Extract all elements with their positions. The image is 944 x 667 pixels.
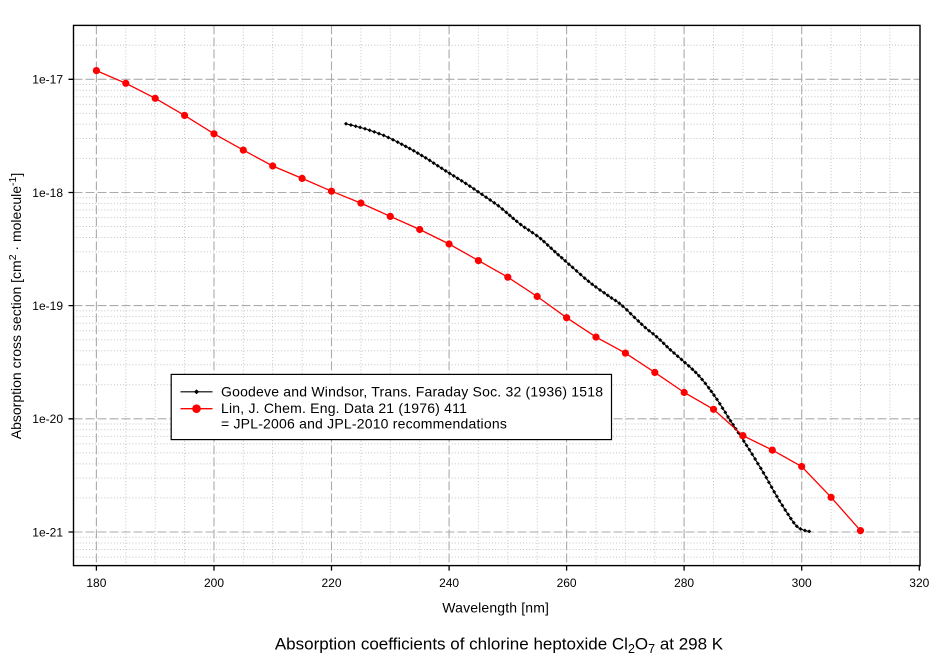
svg-text:1e-20: 1e-20 (32, 412, 63, 426)
svg-text:240: 240 (439, 576, 459, 590)
svg-text:280: 280 (674, 576, 694, 590)
svg-text:Wavelength [nm]: Wavelength [nm] (442, 600, 549, 616)
svg-text:320: 320 (909, 576, 929, 590)
svg-text:Absorption coefficients of chl: Absorption coefficients of chlorine hept… (275, 635, 724, 657)
svg-text:Goodeve and Windsor, Trans. Fa: Goodeve and Windsor, Trans. Faraday Soc.… (221, 383, 603, 399)
svg-text:Lin, J. Chem. Eng. Data 21 (19: Lin, J. Chem. Eng. Data 21 (1976) 411 (221, 400, 467, 416)
svg-text:Absorption cross section [cm2: Absorption cross section [cm2 · molecule… (7, 173, 24, 440)
svg-text:1e-21: 1e-21 (32, 525, 63, 539)
svg-text:220: 220 (321, 576, 341, 590)
svg-text:1e-18: 1e-18 (32, 186, 63, 200)
svg-text:200: 200 (204, 576, 224, 590)
svg-text:1e-17: 1e-17 (32, 73, 63, 87)
svg-text:1e-19: 1e-19 (32, 299, 63, 313)
svg-text:= JPL-2006 and JPL-2010 recomm: = JPL-2006 and JPL-2010 recommendations (221, 416, 507, 432)
svg-text:300: 300 (792, 576, 812, 590)
svg-text:260: 260 (557, 576, 577, 590)
svg-text:180: 180 (86, 576, 106, 590)
